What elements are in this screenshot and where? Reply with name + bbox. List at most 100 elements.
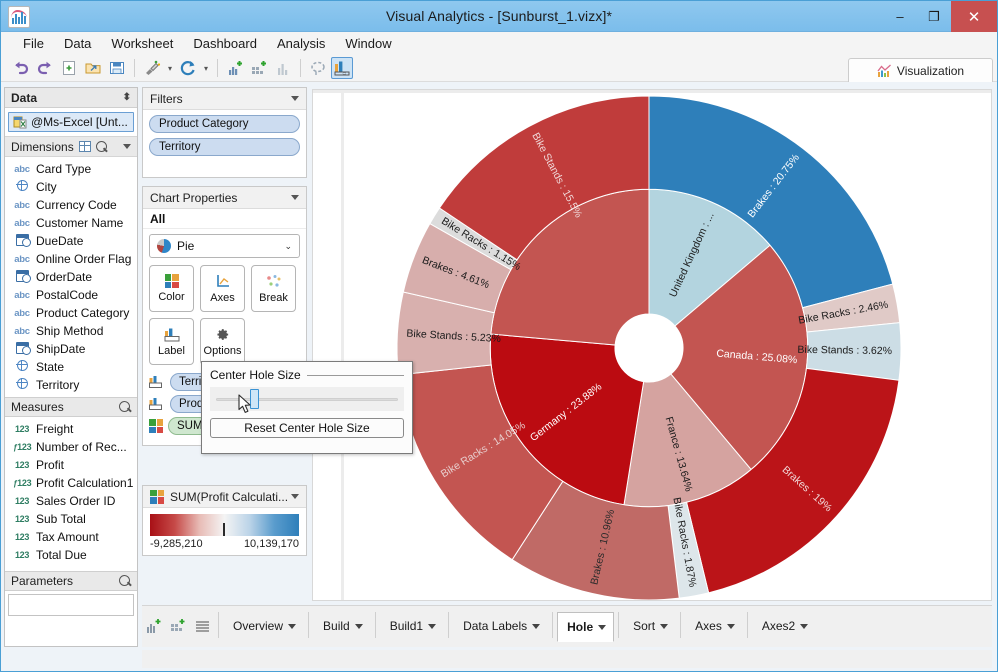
filter-pill-territory[interactable]: Territory [149,138,300,156]
chevron-down-icon[interactable] [660,623,669,629]
chevron-down-icon[interactable] [428,623,437,629]
calculated-number-type-icon: ƒ123 [13,478,32,488]
tabbar-separator [552,612,554,638]
tab-sort[interactable]: Sort [623,612,677,640]
refresh-dropdown-icon[interactable]: ▾ [203,63,208,73]
dimensions-search-icon[interactable] [95,140,108,153]
center-hole-size-popup[interactable]: Center Hole Size Reset Center Hole Size [201,361,413,454]
measure-number-of-rec[interactable]: ƒ123 Number of Rec... [5,438,137,456]
menu-data[interactable]: Data [63,35,92,51]
outer-ring-slice-10-bike-stands[interactable] [438,95,650,261]
measure-tax-amount[interactable]: 123 Tax Amount [5,528,137,546]
dimension-city[interactable]: City [5,178,137,196]
add-chart-icon[interactable] [224,57,246,79]
filters-chevron-down-icon[interactable] [291,96,299,101]
color-button[interactable]: Color [149,265,194,312]
dimension-state[interactable]: State [5,358,137,376]
close-button[interactable]: ✕ [951,1,997,32]
break-button[interactable]: Break [251,265,296,312]
dimension-territory[interactable]: Territory [5,376,137,394]
measure-sub-total[interactable]: 123 Sub Total [5,510,137,528]
dimension-duedate[interactable]: DueDate [5,232,137,250]
panel-resize-icon[interactable]: ⬍ [122,92,131,103]
dimensions-chevron-down-icon[interactable] [123,144,131,149]
tab-axes2[interactable]: Axes2 [751,612,817,640]
tab-axes[interactable]: Axes [685,612,743,640]
bar-chart-icon[interactable] [272,57,294,79]
tab-hole[interactable]: Hole [557,612,615,642]
new-table-icon[interactable] [166,614,190,638]
tab-overview[interactable]: Overview [223,612,305,640]
visualization-tab[interactable]: Visualization [848,58,993,82]
tabbar-separator [680,612,682,638]
tab-data-labels[interactable]: Data Labels [453,612,549,640]
options-button[interactable]: Options [200,318,245,365]
chart-type-select[interactable]: Pie ⌄ [149,234,300,258]
measures-search-icon[interactable] [119,401,131,413]
tab-build[interactable]: Build [313,612,371,640]
chevron-down-icon[interactable] [354,623,363,629]
outer-ring-slice-0-brakes[interactable] [648,95,894,309]
reset-center-hole-size-button[interactable]: Reset Center Hole Size [210,418,404,438]
save-icon[interactable] [106,57,128,79]
add-table-icon[interactable] [248,57,270,79]
chevron-down-icon[interactable] [800,623,809,629]
dimension-online-order-flag[interactable]: abc Online Order Flag [5,250,137,268]
toolbar-separator [134,59,135,77]
measure-profit[interactable]: 123 Profit [5,456,137,474]
sunburst-chart[interactable]: United Kingdom : ...Canada : 25.08%Franc… [313,90,991,601]
measure-freight[interactable]: 123 Freight [5,420,137,438]
menu-dashboard[interactable]: Dashboard [193,35,257,51]
clean-data-dropdown-icon[interactable]: ▾ [167,63,172,73]
dimensions-header: Dimensions [5,136,137,157]
date-type-icon [13,233,31,249]
minimize-button[interactable]: – [896,9,904,24]
shelf-pill-territory[interactable]: Terri [170,373,211,391]
dimension-currency-code[interactable]: abc Currency Code [5,196,137,214]
list-view-icon[interactable] [190,614,214,638]
slider-thumb[interactable] [250,389,259,409]
dimension-orderdate[interactable]: OrderDate [5,268,137,286]
undo-icon[interactable] [10,57,32,79]
measure-total-due[interactable]: 123 Total Due [5,546,137,564]
dimension-card-type[interactable]: abc Card Type [5,160,137,178]
measure-profit-calculation1[interactable]: ƒ123 Profit Calculation1 [5,474,137,492]
menu-file[interactable]: File [23,35,44,51]
dimensions-grid-icon[interactable] [78,141,91,152]
new-file-icon[interactable] [58,57,80,79]
abc-type-icon: abc [14,199,30,211]
chevron-down-icon[interactable] [598,624,607,630]
filter-pill-product-category[interactable]: Product Category [149,115,300,133]
chevron-down-icon[interactable] [288,623,297,629]
redo-icon[interactable] [34,57,56,79]
menu-window[interactable]: Window [345,35,392,51]
color-legend-chevron-down-icon[interactable] [291,494,299,499]
visualization-icon[interactable]: ▭ [331,57,353,79]
parameters-search-icon[interactable] [119,575,131,587]
chart-canvas[interactable]: United Kingdom : ... Canada : 25.08% Franc… [312,89,992,601]
center-hole-size-slider[interactable] [210,387,404,411]
new-visualization-icon[interactable] [142,614,166,638]
field-label: Ship Method [36,324,104,338]
clean-data-icon[interactable] [141,57,163,79]
chevron-down-icon[interactable] [532,623,541,629]
label-button[interactable]: Label [149,318,194,365]
measure-sales-order-id[interactable]: 123 Sales Order ID [5,492,137,510]
dimension-ship-method[interactable]: abc Ship Method [5,322,137,340]
data-source-row[interactable]: @Ms-Excel [Unt... [8,112,134,132]
chevron-down-icon[interactable] [726,623,735,629]
maximize-button[interactable]: ❐ [928,8,940,24]
tab-build1[interactable]: Build1 [379,612,445,640]
axes-button[interactable]: Axes [200,265,245,312]
menu-worksheet[interactable]: Worksheet [111,35,174,51]
menu-analysis[interactable]: Analysis [276,35,326,51]
dimension-customer-name[interactable]: abc Customer Name [5,214,137,232]
toolbar-separator-2 [217,59,218,77]
lasso-select-icon[interactable] [307,57,329,79]
chart-properties-chevron-down-icon[interactable] [291,195,299,200]
dimension-product-category[interactable]: abc Product Category [5,304,137,322]
open-folder-icon[interactable] [82,57,104,79]
refresh-icon[interactable] [177,57,199,79]
dimension-shipdate[interactable]: ShipDate [5,340,137,358]
dimension-postalcode[interactable]: abc PostalCode [5,286,137,304]
